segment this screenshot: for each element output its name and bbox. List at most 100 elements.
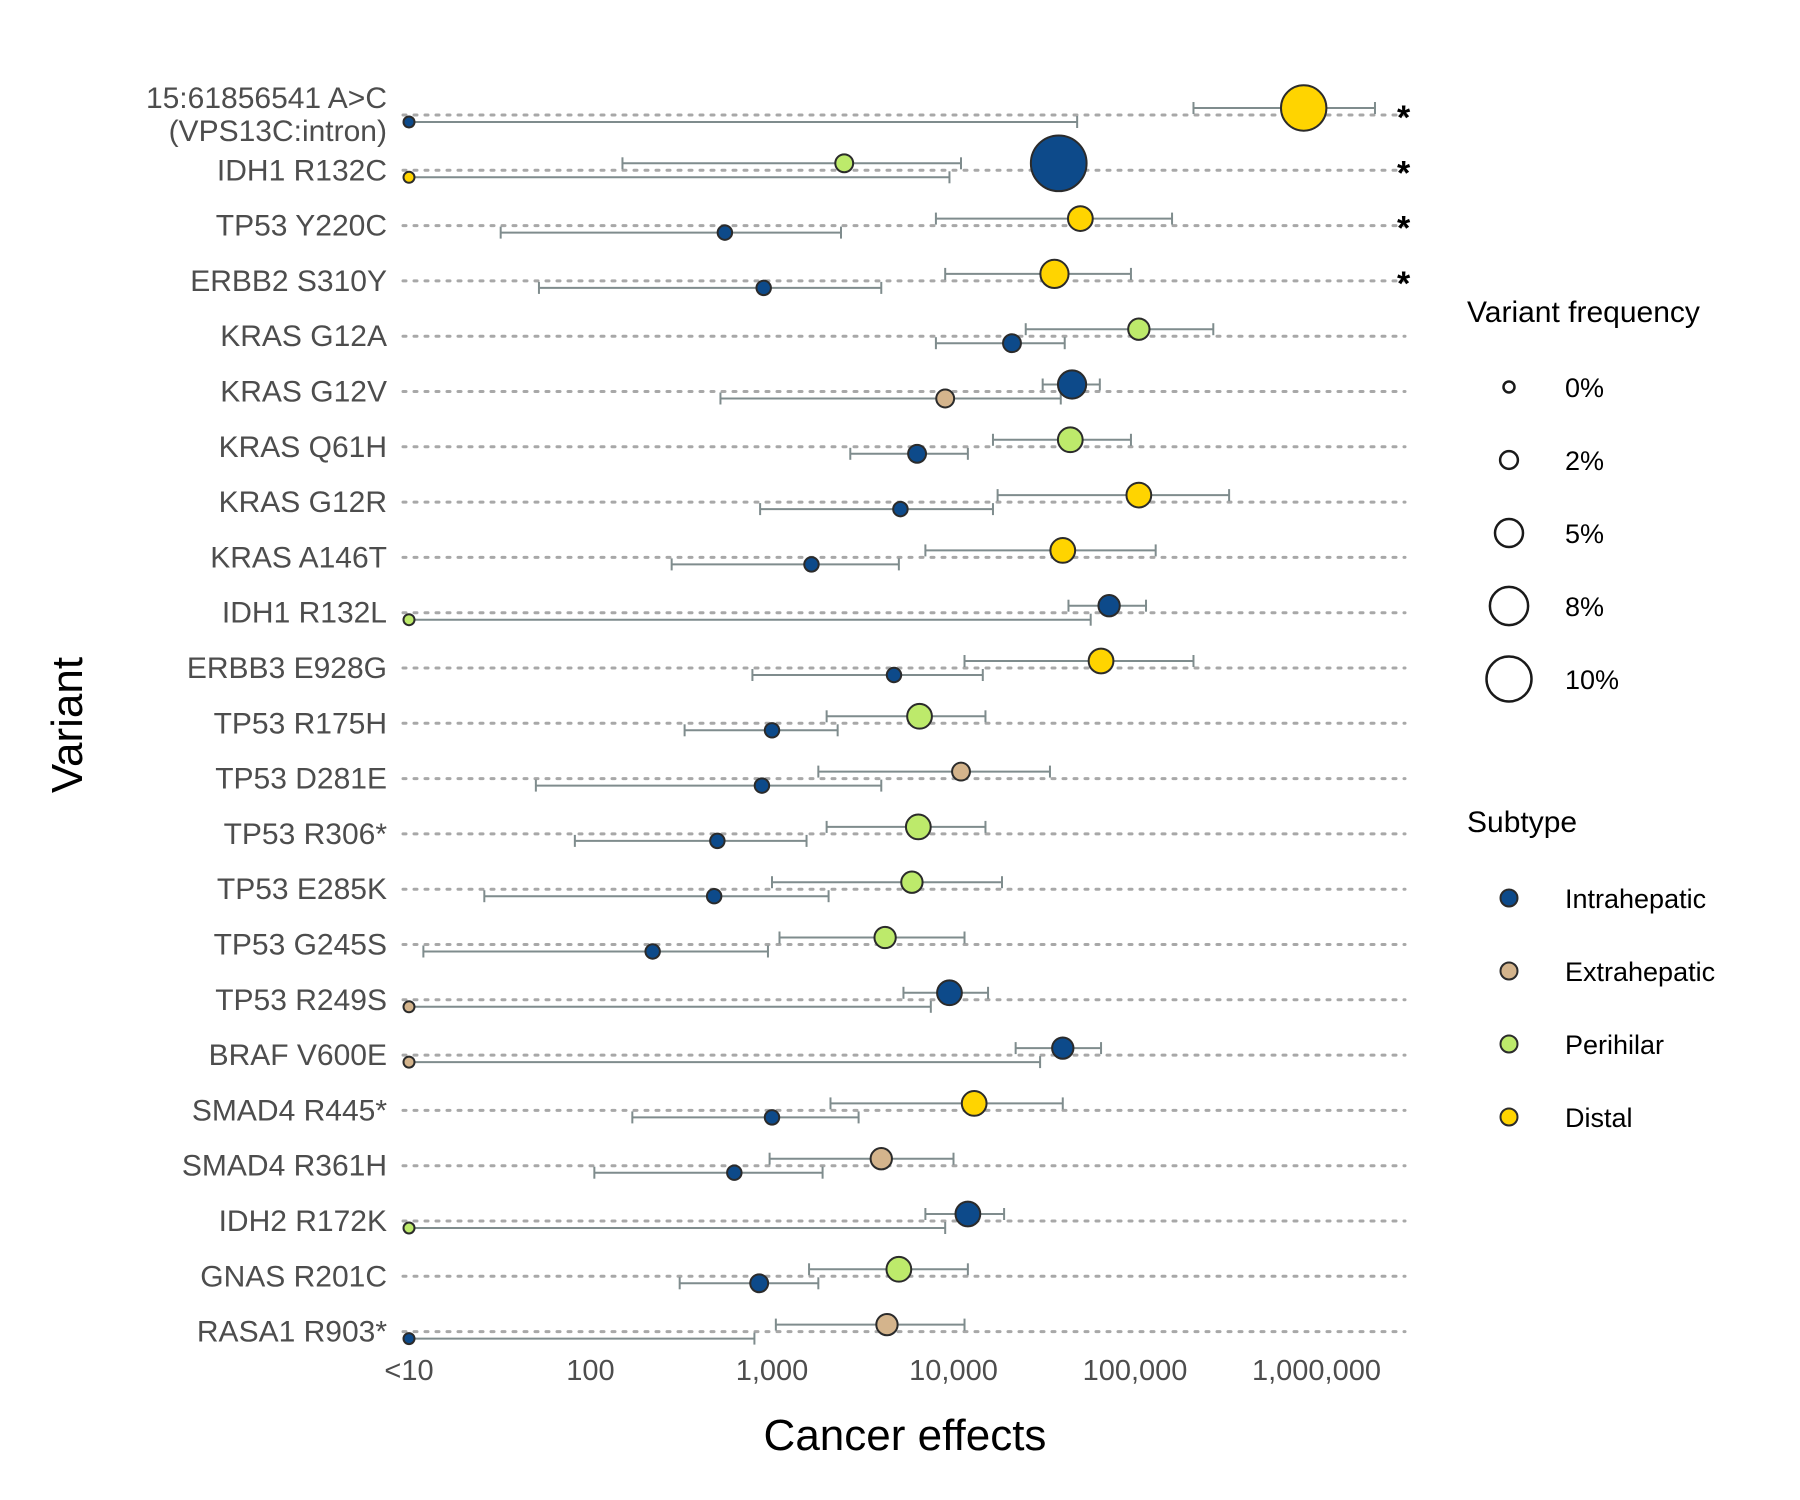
point-kras-g12a-perihilar: [1127, 317, 1151, 341]
x-tick-label-100: 100: [566, 1355, 614, 1387]
variant-label-idh2-r172k: IDH2 R172K: [219, 1205, 387, 1238]
variant-label-gnas-r201c: GNAS R201C: [200, 1260, 387, 1293]
variant-label-kras-g12a: KRAS G12A: [220, 320, 387, 353]
x-tick-label-1-000-000: 1,000,000: [1252, 1355, 1381, 1387]
variant-label-tp53-y220c: TP53 Y220C: [216, 210, 387, 243]
point-rasa1-r903-intrahepatic: [402, 1332, 416, 1346]
variant-label-kras-q61h: KRAS Q61H: [219, 431, 387, 464]
point-tp53-r175h-intrahepatic: [763, 722, 781, 739]
point-tp53-r306-perihilar: [904, 813, 932, 841]
variant-label-tp53-r306: TP53 R306*: [224, 818, 388, 851]
point-kras-a146t-intrahepatic: [803, 556, 820, 573]
point-kras-g12v-intrahepatic: [1056, 369, 1088, 400]
subtype-legend-label-extrahepatic: Extrahepatic: [1565, 957, 1715, 987]
variant-label-kras-a146t: KRAS A146T: [210, 541, 387, 574]
point-tp53-e285k-perihilar: [900, 870, 924, 894]
point-kras-g12r-intrahepatic: [892, 500, 909, 518]
point-tp53-r249s-intrahepatic: [936, 979, 963, 1007]
variant-label-smad4-r445: SMAD4 R445*: [192, 1094, 387, 1127]
point-tp53-r306-intrahepatic: [709, 832, 726, 850]
variant-label-idh1-r132l: IDH1 R132L: [222, 597, 387, 630]
size-legend-circle-0: [1502, 380, 1516, 394]
subtype-legend: Subtype Intrahepatic Extrahepatic Perihila…: [1467, 806, 1715, 1133]
subtype-legend-key-extrahepatic: [1499, 961, 1519, 981]
x-tick-label-10: <10: [384, 1355, 433, 1387]
variant-label-15-61856541-a-c-vps13c-intron-line2: (VPS13C:intron): [169, 115, 387, 148]
point-idh2-r172k-perihilar: [402, 1221, 416, 1235]
point-kras-g12r-distal: [1125, 481, 1153, 509]
point-15-61856541-a-c-vps13c-intron-intrahepatic: [402, 115, 416, 129]
size-legend-label-4: 10%: [1565, 665, 1619, 695]
x-tick-label-100-000: 100,000: [1083, 1355, 1188, 1387]
point-rasa1-r903-extrahepatic: [875, 1312, 899, 1337]
point-smad4-r361h-extrahepatic: [869, 1147, 893, 1171]
variant-label-braf-v600e: BRAF V600E: [209, 1039, 387, 1072]
significance-marker-tp53-y220c: *: [1397, 210, 1411, 248]
variant-label-rasa1-r903: RASA1 R903*: [197, 1316, 387, 1349]
variant-label-kras-g12r: KRAS G12R: [219, 486, 387, 519]
size-legend-circle-3: [1488, 585, 1530, 627]
error-bars: [409, 102, 1376, 1345]
subtype-legend-key-intrahepatic: [1499, 888, 1519, 908]
point-smad4-r445-distal: [960, 1090, 988, 1117]
size-legend-title: Variant frequency: [1467, 296, 1700, 329]
variant-labels: 15:61856541 A>C(VPS13C:intron) IDH1 R132C…: [146, 82, 387, 1349]
size-legend: Variant frequency 0% 2% 5% 8% 10%: [1467, 296, 1700, 703]
point-idh1-r132c-intrahepatic: [1029, 134, 1088, 193]
size-legend-circle-1: [1498, 449, 1520, 471]
point-kras-q61h-perihilar: [1056, 426, 1084, 454]
size-legend-label-0: 0%: [1565, 373, 1604, 403]
point-erbb2-s310y-distal: [1039, 258, 1070, 289]
x-tick-label-1-000: 1,000: [736, 1355, 809, 1387]
variant-label-smad4-r361h: SMAD4 R361H: [182, 1150, 387, 1183]
point-idh1-r132c-perihilar: [834, 153, 855, 174]
variant-label-tp53-d281e: TP53 D281E: [215, 763, 387, 796]
point-gnas-r201c-intrahepatic: [749, 1273, 770, 1294]
point-kras-a146t-distal: [1049, 537, 1077, 564]
point-tp53-d281e-extrahepatic: [951, 761, 971, 782]
point-tp53-y220c-intrahepatic: [716, 224, 734, 241]
point-tp53-g245s-intrahepatic: [644, 943, 661, 960]
point-kras-q61h-intrahepatic: [907, 443, 928, 464]
size-legend-circle-2: [1493, 517, 1525, 549]
point-idh1-r132l-perihilar: [402, 613, 416, 627]
subtype-legend-key-perihilar: [1499, 1034, 1519, 1054]
point-erbb3-e928g-intrahepatic: [885, 666, 903, 684]
variant-label-tp53-g245s: TP53 G245S: [214, 929, 387, 962]
variant-label-tp53-r249s: TP53 R249S: [215, 984, 387, 1017]
point-tp53-d281e-intrahepatic: [753, 777, 771, 794]
subtype-legend-key-distal: [1499, 1107, 1519, 1127]
point-tp53-g245s-perihilar: [873, 925, 897, 950]
point-kras-g12a-intrahepatic: [1002, 333, 1022, 354]
point-tp53-r249s-extrahepatic: [402, 1000, 416, 1014]
variant-label-15-61856541-a-c-vps13c-intron-line1: 15:61856541 A>C: [146, 82, 387, 115]
point-braf-v600e-extrahepatic: [402, 1055, 416, 1069]
significance-marker-idh1-r132c: *: [1397, 154, 1411, 192]
variant-label-erbb2-s310y: ERBB2 S310Y: [190, 265, 387, 298]
significance-marker-15-61856541-a-c-vps13c-intron: *: [1397, 99, 1411, 137]
x-axis-ticks: <10 100 1,000 10,000 100,000 1,000,000: [384, 1355, 1381, 1387]
point-15-61856541-a-c-vps13c-intron-distal: [1279, 84, 1328, 132]
subtype-legend-label-distal: Distal: [1565, 1103, 1633, 1133]
gridlines: [401, 113, 1407, 1334]
point-idh1-r132l-intrahepatic: [1097, 594, 1121, 618]
variant-label-kras-g12v: KRAS G12V: [220, 376, 387, 409]
size-legend-label-3: 8%: [1565, 592, 1604, 622]
point-smad4-r445-intrahepatic: [763, 1109, 781, 1126]
point-erbb2-s310y-intrahepatic: [755, 279, 772, 297]
variant-label-tp53-e285k: TP53 E285K: [217, 873, 387, 906]
point-smad4-r361h-intrahepatic: [726, 1164, 743, 1181]
point-tp53-e285k-intrahepatic: [705, 887, 723, 905]
subtype-legend-title: Subtype: [1467, 806, 1577, 839]
point-tp53-y220c-distal: [1066, 205, 1094, 232]
point-idh1-r132c-distal: [402, 170, 416, 184]
point-braf-v600e-intrahepatic: [1051, 1036, 1075, 1060]
y-axis-title: Variant: [43, 657, 92, 793]
significance-marker-erbb2-s310y: *: [1397, 265, 1411, 303]
variant-label-tp53-r175h: TP53 R175H: [214, 707, 387, 740]
subtype-legend-label-perihilar: Perihilar: [1565, 1030, 1664, 1060]
variant-label-idh1-r132c: IDH1 R132C: [217, 154, 387, 187]
x-tick-label-10-000: 10,000: [909, 1355, 998, 1387]
